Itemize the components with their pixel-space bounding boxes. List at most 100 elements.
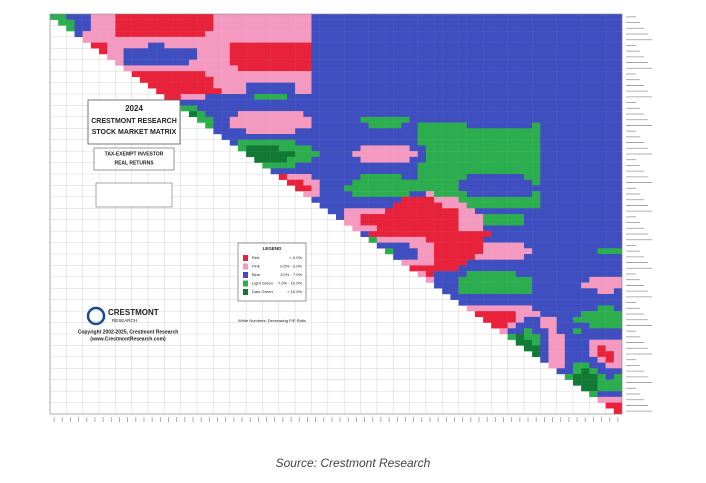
matrix-cell bbox=[548, 94, 557, 100]
matrix-cell bbox=[442, 231, 451, 238]
matrix-cell bbox=[237, 94, 247, 100]
matrix-cell bbox=[442, 14, 451, 20]
matrix-cell bbox=[205, 116, 214, 123]
matrix-cell bbox=[474, 122, 484, 129]
matrix-cell bbox=[188, 65, 198, 72]
matrix-cell bbox=[523, 25, 533, 32]
matrix-cell bbox=[319, 36, 329, 43]
matrix-cell bbox=[581, 254, 590, 260]
matrix-cell bbox=[417, 99, 427, 106]
matrix-cell bbox=[458, 71, 467, 78]
matrix-cell bbox=[466, 145, 476, 152]
matrix-cell bbox=[515, 168, 525, 175]
matrix-cell bbox=[360, 19, 369, 26]
matrix-cell bbox=[515, 225, 525, 232]
matrix-cell bbox=[254, 151, 263, 158]
matrix-cell bbox=[597, 236, 606, 243]
matrix-cell bbox=[425, 99, 435, 106]
matrix-cell bbox=[425, 94, 435, 100]
matrix-cell bbox=[156, 71, 165, 78]
matrix-cell bbox=[466, 202, 476, 209]
matrix-cell bbox=[605, 94, 615, 100]
matrix-cell bbox=[548, 54, 557, 60]
matrix-cell bbox=[434, 208, 443, 215]
legend-range: 3.0% - 7.0% bbox=[280, 272, 302, 277]
matrix-cell bbox=[499, 151, 508, 158]
legend-label: Dark Green bbox=[252, 289, 273, 294]
matrix-cell bbox=[532, 25, 541, 32]
legend-swatch bbox=[243, 289, 248, 295]
matrix-cell bbox=[532, 236, 541, 243]
matrix-cell bbox=[425, 116, 435, 123]
matrix-cell bbox=[425, 76, 435, 83]
matrix-cell bbox=[286, 25, 296, 32]
matrix-cell bbox=[409, 54, 418, 60]
matrix-cell bbox=[532, 265, 541, 272]
matrix-cell bbox=[442, 94, 451, 100]
matrix-cell bbox=[434, 128, 443, 135]
matrix-cell bbox=[417, 259, 427, 266]
matrix-cell bbox=[597, 196, 606, 203]
matrix-cell bbox=[385, 219, 394, 226]
matrix-cell bbox=[148, 36, 157, 43]
matrix-cell bbox=[319, 25, 329, 32]
matrix-cell bbox=[442, 254, 451, 260]
matrix-cell bbox=[270, 59, 279, 66]
matrix-cell bbox=[572, 334, 582, 340]
matrix-cell bbox=[434, 54, 443, 60]
matrix-cell bbox=[507, 31, 516, 38]
matrix-cell bbox=[556, 259, 565, 266]
matrix-cell bbox=[507, 259, 516, 266]
matrix-cell bbox=[434, 65, 443, 72]
matrix-cell bbox=[417, 168, 427, 175]
matrix-cell bbox=[82, 31, 92, 38]
matrix-cell bbox=[172, 82, 181, 89]
matrix-cell bbox=[442, 282, 451, 289]
matrix-cell bbox=[499, 59, 508, 66]
matrix-cell bbox=[474, 265, 484, 272]
matrix-cell bbox=[458, 122, 467, 129]
matrix-cell bbox=[270, 65, 279, 72]
matrix-cell bbox=[360, 116, 369, 123]
matrix-cell bbox=[572, 94, 582, 100]
matrix-cell bbox=[556, 351, 565, 358]
matrix-cell bbox=[572, 305, 582, 312]
matrix-cell bbox=[581, 185, 590, 192]
matrix-cell bbox=[540, 265, 549, 272]
matrix-cell bbox=[450, 196, 459, 203]
matrix-cell bbox=[442, 276, 451, 283]
matrix-cell bbox=[499, 294, 508, 300]
matrix-cell bbox=[581, 328, 590, 335]
matrix-cell bbox=[483, 111, 492, 118]
matrix-cell bbox=[532, 36, 541, 43]
matrix-cell bbox=[393, 116, 402, 123]
matrix-cell bbox=[499, 196, 508, 203]
matrix-cell bbox=[270, 162, 279, 169]
matrix-cell bbox=[613, 25, 623, 32]
matrix-cell bbox=[597, 202, 606, 209]
matrix-cell bbox=[572, 128, 582, 135]
matrix-cell bbox=[237, 128, 247, 135]
matrix-cell bbox=[409, 128, 418, 135]
matrix-cell bbox=[532, 59, 541, 66]
matrix-cell bbox=[409, 82, 418, 89]
matrix-cell bbox=[409, 265, 418, 272]
matrix-cell bbox=[466, 88, 476, 95]
matrix-cell bbox=[572, 379, 582, 386]
matrix-cell bbox=[295, 122, 304, 129]
matrix-cell bbox=[474, 31, 484, 38]
matrix-cell bbox=[237, 76, 247, 83]
matrix-cell bbox=[213, 99, 222, 106]
matrix-cell bbox=[376, 42, 386, 49]
matrix-cell bbox=[164, 59, 173, 66]
matrix-cell bbox=[246, 59, 255, 66]
matrix-cell bbox=[221, 99, 230, 106]
matrix-cell bbox=[417, 156, 427, 163]
matrix-cell bbox=[613, 71, 623, 78]
matrix-cell bbox=[597, 191, 606, 198]
matrix-cell bbox=[523, 122, 533, 129]
matrix-cell bbox=[474, 202, 484, 209]
matrix-cell bbox=[532, 305, 541, 312]
matrix-cell bbox=[581, 345, 590, 352]
matrix-cell bbox=[303, 185, 312, 192]
